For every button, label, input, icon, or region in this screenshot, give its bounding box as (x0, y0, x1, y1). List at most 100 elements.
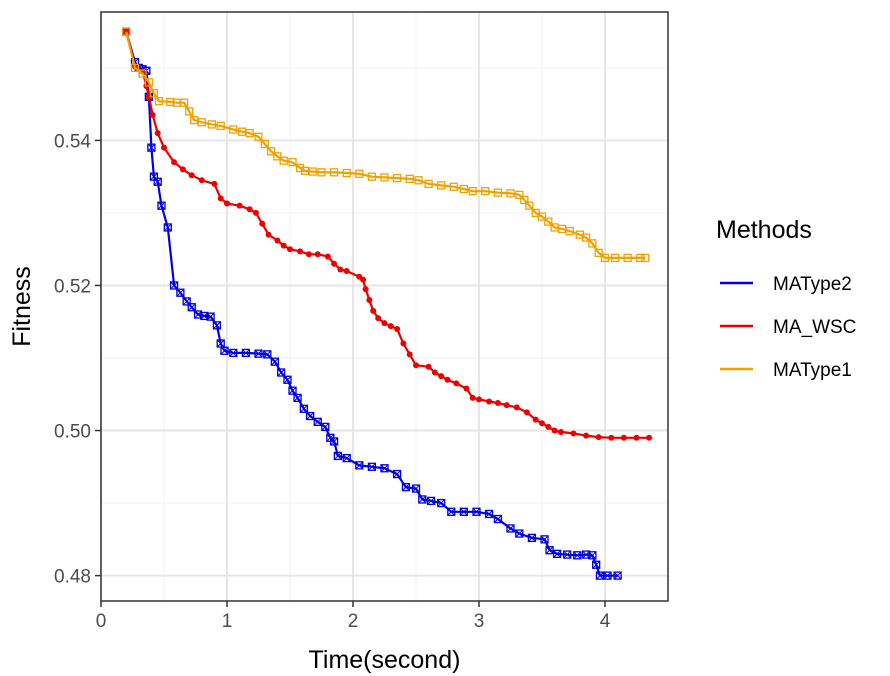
data-point (610, 253, 620, 263)
data-point (206, 312, 215, 321)
data-point-cross (206, 312, 215, 321)
data-point-box (447, 507, 456, 516)
data-point (646, 434, 653, 441)
data-point (588, 551, 597, 560)
data-point (277, 368, 286, 377)
data-point (279, 156, 288, 165)
data-point (149, 89, 159, 98)
data-point-cross (293, 394, 302, 402)
data-point (544, 217, 553, 226)
data-point-box (484, 509, 494, 519)
data-point (463, 385, 470, 392)
data-point-cross (460, 507, 468, 516)
data-point (161, 144, 167, 151)
data-point (355, 169, 364, 178)
data-point (260, 139, 269, 149)
data-point-box (613, 571, 622, 580)
data-point (207, 120, 217, 129)
data-point (493, 188, 503, 197)
data-point (220, 346, 229, 355)
data-point (270, 357, 280, 366)
data-point-box (241, 348, 251, 358)
data-point-box (277, 368, 286, 377)
data-point-box (293, 393, 302, 403)
data-point-box (392, 469, 402, 479)
data-point-cross (321, 423, 330, 431)
data-point-box (426, 496, 436, 506)
data-point (633, 434, 640, 441)
data-point-box (506, 524, 515, 533)
data-point-box (254, 349, 263, 358)
data-point (254, 132, 263, 141)
series-line-MAType1 (125, 31, 646, 259)
data-point-box (288, 386, 297, 395)
data-point (595, 434, 602, 441)
data-point (381, 320, 388, 327)
data-point-box (212, 321, 222, 330)
data-point-box (573, 551, 582, 560)
data-point-box (527, 533, 537, 543)
data-point-box (313, 417, 322, 426)
data-point (411, 484, 421, 493)
data-point (375, 315, 382, 322)
data-point (236, 202, 243, 209)
data-point (288, 386, 297, 395)
data-point (252, 209, 259, 216)
data-point-cross (596, 571, 604, 580)
data-point-box (333, 451, 343, 461)
data-point (469, 394, 476, 401)
data-point-cross (402, 483, 410, 491)
data-point (600, 253, 610, 263)
data-point (405, 174, 414, 183)
data-point (418, 495, 427, 504)
data-point (551, 427, 558, 434)
data-point (246, 206, 253, 213)
series-line-MAType2 (125, 31, 618, 577)
data-point (197, 118, 206, 127)
data-point (308, 167, 317, 176)
data-point (506, 524, 515, 533)
data-point (503, 402, 510, 409)
data-point-box (459, 507, 469, 516)
data-point-cross (472, 507, 481, 516)
data-point (297, 248, 304, 255)
data-point-box (206, 312, 215, 321)
data-point (329, 437, 339, 446)
data-point (329, 168, 339, 177)
data-point (623, 253, 632, 263)
data-point (493, 514, 503, 524)
data-point (449, 182, 458, 191)
data-point-cross (545, 546, 554, 555)
data-point-box (157, 201, 166, 210)
data-point (513, 404, 520, 411)
data-point (438, 373, 445, 380)
series-MAType1 (122, 27, 650, 263)
data-point (527, 533, 537, 543)
data-point (573, 551, 582, 560)
data-point (314, 251, 321, 258)
data-point (299, 404, 309, 413)
x-tick-label: 2 (348, 611, 359, 632)
data-point (123, 28, 130, 35)
legend-label-MAType2: MAType2 (773, 274, 852, 295)
data-point-box (540, 535, 549, 544)
data-point (520, 195, 529, 205)
data-point (288, 158, 297, 167)
data-point (581, 233, 591, 242)
data-point (592, 560, 601, 569)
data-point-box (472, 507, 481, 516)
data-point-cross (157, 201, 166, 210)
data-point-cross (553, 549, 561, 558)
data-point (545, 423, 552, 430)
data-point-box (588, 551, 597, 560)
data-point-box (437, 498, 446, 508)
data-point-cross (528, 534, 536, 542)
data-point-box (380, 464, 389, 473)
data-point (431, 369, 438, 376)
data-point (333, 451, 343, 461)
data-point (540, 535, 549, 544)
data-point-cross (153, 177, 162, 186)
data-point (122, 27, 131, 36)
data-point-cross (485, 510, 493, 518)
data-point (537, 212, 547, 221)
